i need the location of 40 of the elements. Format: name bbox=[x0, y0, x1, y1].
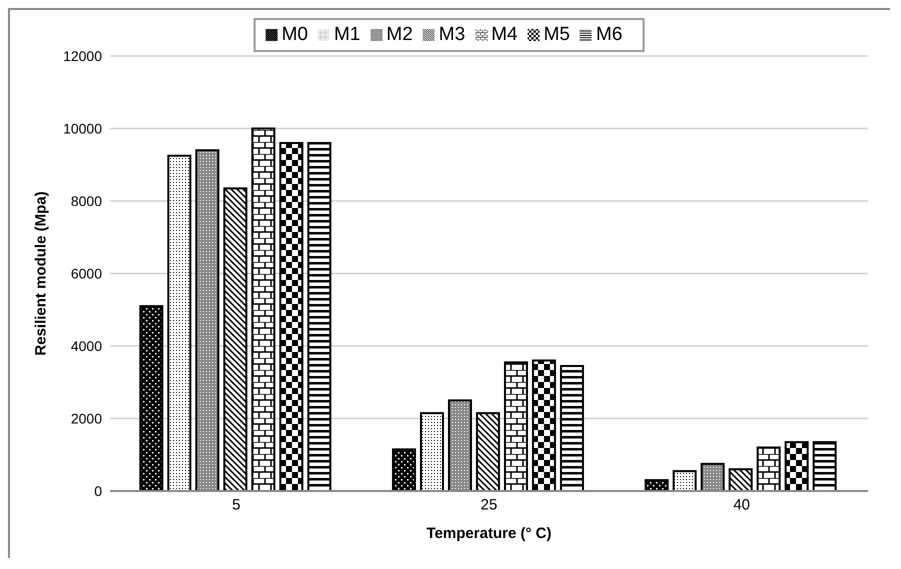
x-axis-title: Temperature (° C) bbox=[426, 525, 552, 542]
legend-label: M0 bbox=[282, 24, 308, 45]
y-tick-label: 0 bbox=[94, 482, 102, 499]
bar bbox=[420, 412, 444, 491]
legend-label: M2 bbox=[386, 24, 413, 45]
bar bbox=[448, 399, 472, 491]
bar bbox=[167, 154, 192, 491]
bar bbox=[195, 149, 220, 491]
x-tick-label: 5 bbox=[232, 496, 241, 514]
bar bbox=[728, 468, 753, 491]
x-tick-label: 40 bbox=[733, 496, 750, 514]
legend-label: M6 bbox=[596, 24, 622, 45]
y-tick-label: 8000 bbox=[70, 192, 102, 209]
bar bbox=[560, 364, 584, 491]
bar bbox=[700, 462, 725, 491]
bar bbox=[672, 470, 697, 491]
legend-label: M3 bbox=[438, 24, 466, 45]
bar bbox=[251, 128, 276, 491]
legend-label: M1 bbox=[334, 24, 360, 45]
bar bbox=[139, 305, 164, 491]
bar bbox=[532, 360, 556, 491]
x-tick-label: 25 bbox=[480, 496, 498, 514]
bar bbox=[279, 142, 304, 491]
bar bbox=[644, 479, 669, 491]
bar bbox=[307, 142, 332, 491]
y-axis-title: Resilient module (Mpa) bbox=[32, 191, 50, 356]
bar bbox=[812, 441, 837, 491]
bar bbox=[223, 187, 248, 491]
y-tick-label: 12000 bbox=[63, 48, 102, 64]
y-tick-label: 2000 bbox=[70, 410, 102, 426]
legend-label: M4 bbox=[491, 24, 518, 45]
bar bbox=[756, 446, 781, 491]
bar bbox=[476, 412, 500, 491]
y-tick-label: 10000 bbox=[63, 120, 102, 136]
bar bbox=[784, 441, 809, 491]
y-tick-label: 6000 bbox=[70, 265, 102, 282]
y-tick-label: 4000 bbox=[70, 338, 102, 354]
bar bbox=[392, 448, 416, 491]
bar bbox=[504, 361, 528, 491]
legend-label: M5 bbox=[544, 24, 570, 45]
